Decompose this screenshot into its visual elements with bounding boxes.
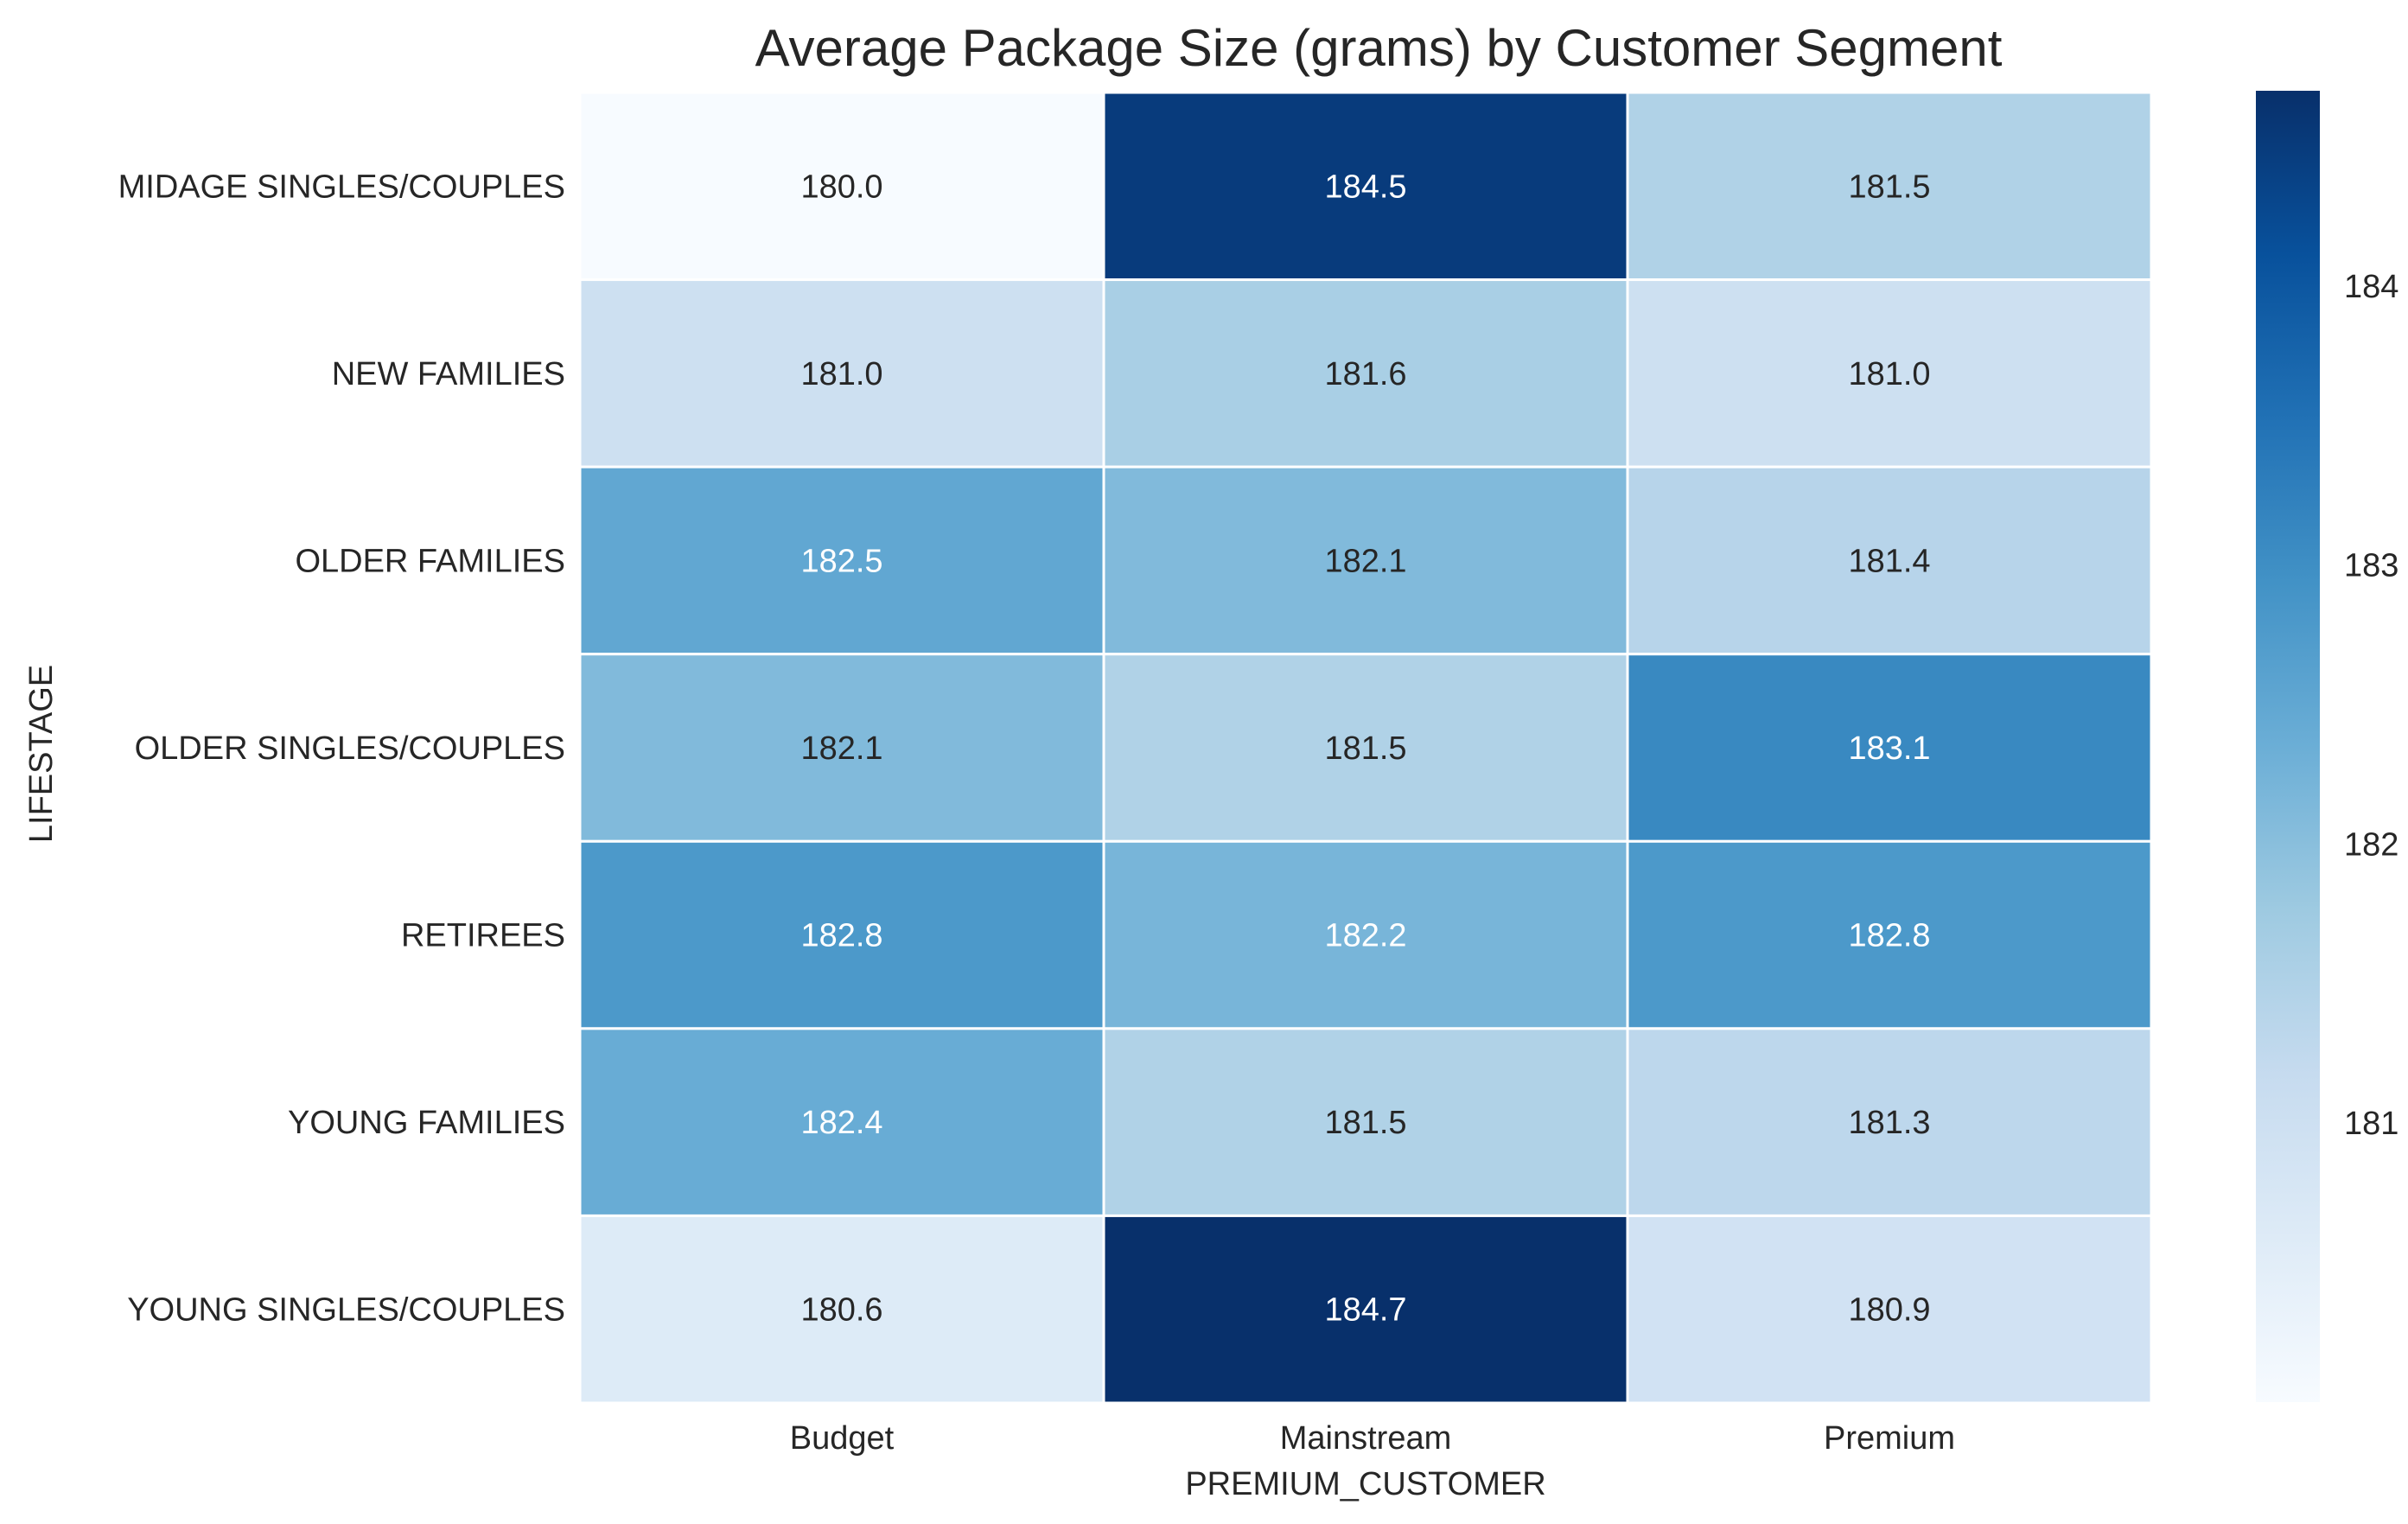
heatmap-cells: 180.0 184.5 181.5 181.0 181.6 181.0 182.5 182.1… — [578, 91, 2153, 1405]
cell-value-label: 181.0 — [800, 356, 882, 392]
row-tick-label: YOUNG SINGLES/COUPLES — [127, 1292, 565, 1329]
heatmap-cell — [1626, 839, 2153, 1030]
heatmap-cell — [1626, 653, 2153, 843]
cell-value-label: 184.5 — [1324, 169, 1406, 205]
colorbar: 181 182 183 184 — [2256, 91, 2398, 1402]
colorbar-tick-label: 184 — [2344, 269, 2398, 305]
row-tick-label: MIDAGE SINGLES/COUPLES — [118, 169, 565, 205]
heatmap-cell — [578, 839, 1105, 1030]
cell-value-label: 182.5 — [800, 543, 882, 579]
heatmap-cell — [1626, 1027, 2153, 1217]
column-tick-labels: Budget Mainstream Premium — [790, 1420, 1955, 1457]
cell-value-label: 180.0 — [800, 169, 882, 205]
cell-value-label: 182.4 — [800, 1105, 882, 1141]
colorbar-tick-label: 181 — [2344, 1106, 2398, 1142]
cell-value-label: 181.4 — [1848, 543, 1930, 579]
column-tick-label: Mainstream — [1280, 1420, 1452, 1457]
colorbar-tick-label: 182 — [2344, 826, 2398, 863]
column-tick-label: Premium — [1824, 1420, 1955, 1457]
heatmap-cell — [578, 1027, 1105, 1217]
cell-value-label: 180.9 — [1848, 1292, 1930, 1329]
cell-value-label: 183.1 — [1848, 730, 1930, 767]
cell-value-label: 181.0 — [1848, 356, 1930, 392]
heatmap-cell — [578, 278, 1105, 469]
heatmap-cell — [578, 653, 1105, 843]
cell-value-label: 182.2 — [1324, 918, 1406, 954]
cell-value-label: 181.5 — [1848, 169, 1930, 205]
cell-value-label: 182.1 — [1324, 543, 1406, 579]
heatmap-cell — [1102, 1214, 1629, 1405]
cell-value-label: 181.3 — [1848, 1105, 1930, 1141]
cell-value-label: 182.8 — [800, 918, 882, 954]
row-tick-label: NEW FAMILIES — [332, 356, 565, 392]
chart-title: Average Package Size (grams) by Customer… — [755, 19, 2003, 77]
cell-value-label: 180.6 — [800, 1292, 882, 1329]
heatmap-cell — [1102, 278, 1629, 469]
cell-value-label: 181.5 — [1324, 1105, 1406, 1141]
heatmap-cell — [1626, 278, 2153, 469]
row-tick-label: RETIREES — [401, 918, 565, 954]
cell-value-label: 181.5 — [1324, 730, 1406, 767]
heatmap-cell — [1102, 465, 1629, 656]
column-tick-label: Budget — [790, 1420, 895, 1457]
heatmap-cell — [1102, 839, 1629, 1030]
heatmap-cell — [1102, 1027, 1629, 1217]
x-axis-title: PREMIUM_CUSTOMER — [1185, 1466, 1545, 1502]
cell-value-label: 182.8 — [1848, 918, 1930, 954]
heatmap-cell — [1102, 91, 1629, 282]
row-tick-label: OLDER SINGLES/COUPLES — [135, 730, 565, 767]
heatmap-cell — [578, 1214, 1105, 1405]
cell-value-label: 182.1 — [800, 730, 882, 767]
row-tick-label: OLDER FAMILIES — [295, 543, 565, 579]
colorbar-tick-label: 183 — [2344, 548, 2398, 584]
row-tick-label: YOUNG FAMILIES — [288, 1105, 565, 1141]
row-tick-labels: MIDAGE SINGLES/COUPLES NEW FAMILIES OLDER … — [118, 169, 565, 1328]
cell-value-label: 181.6 — [1324, 356, 1406, 392]
colorbar-gradient — [2256, 91, 2320, 1402]
y-axis-title: LIFESTAGE — [23, 665, 60, 843]
heatmap-cell — [1626, 91, 2153, 282]
cell-value-label: 184.7 — [1324, 1292, 1406, 1329]
heatmap-cell — [1626, 1214, 2153, 1405]
heatmap-cell — [578, 91, 1105, 282]
